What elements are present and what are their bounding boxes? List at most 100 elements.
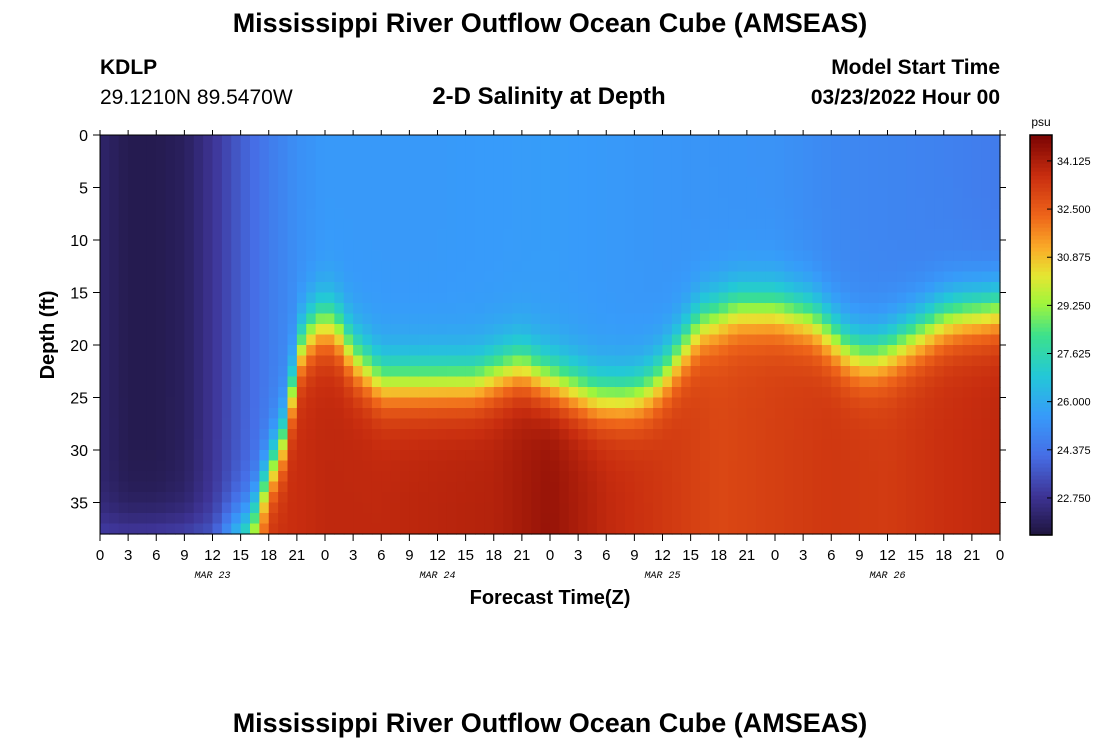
heatmap-cell <box>184 313 195 325</box>
heatmap-cell <box>259 324 270 336</box>
heatmap-cell <box>446 366 457 378</box>
heatmap-cell <box>175 450 185 462</box>
heatmap-cell <box>868 198 879 210</box>
heatmap-cell <box>118 460 129 472</box>
heatmap-cell <box>793 198 804 210</box>
heatmap-cell <box>156 355 167 367</box>
heatmap-cell <box>953 166 964 178</box>
heatmap-cell <box>175 292 185 304</box>
heatmap-cell <box>756 313 767 325</box>
heatmap-cell <box>775 408 785 420</box>
heatmap-cell <box>240 429 251 441</box>
heatmap-cell <box>484 355 495 367</box>
heatmap-cell <box>943 187 954 199</box>
heatmap-cell <box>306 345 317 357</box>
heatmap-cell <box>118 397 129 409</box>
heatmap-cell <box>503 313 514 325</box>
heatmap-cell <box>793 523 804 535</box>
heatmap-cell <box>634 492 645 504</box>
heatmap-cell <box>906 145 917 157</box>
heatmap-cell <box>512 166 523 178</box>
heatmap-cell <box>568 471 579 483</box>
heatmap-cell <box>606 313 617 325</box>
heatmap-cell <box>728 324 739 336</box>
heatmap-cell <box>793 439 804 451</box>
heatmap-cell <box>109 187 120 199</box>
heatmap-cell <box>718 261 729 273</box>
heatmap-cell <box>550 187 560 199</box>
heatmap-cell <box>934 345 945 357</box>
heatmap-cell <box>353 303 364 315</box>
heatmap-cell <box>606 334 617 346</box>
heatmap-cell <box>390 387 401 399</box>
heatmap-cell <box>709 271 720 283</box>
heatmap-cell <box>465 219 476 231</box>
heatmap-cell <box>175 460 185 472</box>
heatmap-cell <box>840 292 851 304</box>
heatmap-cell <box>221 156 232 168</box>
heatmap-cell <box>100 219 110 231</box>
colorbar-segment <box>1030 155 1052 160</box>
heatmap-cell <box>315 334 326 346</box>
heatmap-cell <box>128 229 139 241</box>
heatmap-cell <box>212 450 223 462</box>
heatmap-cell <box>840 145 851 157</box>
heatmap-cell <box>653 450 664 462</box>
heatmap-cell <box>550 408 560 420</box>
heatmap-cell <box>175 492 185 504</box>
heatmap-cell <box>418 208 429 220</box>
heatmap-cell <box>278 313 289 325</box>
heatmap-cell <box>643 313 654 325</box>
heatmap-cell <box>315 135 326 147</box>
heatmap-cell <box>850 418 860 430</box>
heatmap-cell <box>953 208 964 220</box>
heatmap-cell <box>643 492 654 504</box>
heatmap-cell <box>221 219 232 231</box>
heatmap-cell <box>953 355 964 367</box>
colorbar-segment <box>1030 219 1052 224</box>
heatmap-cell <box>343 219 354 231</box>
heatmap-cell <box>531 166 542 178</box>
heatmap-cell <box>540 219 551 231</box>
heatmap-cell <box>128 502 139 514</box>
heatmap-cell <box>831 502 842 514</box>
heatmap-cell <box>306 187 317 199</box>
heatmap-cell <box>184 208 195 220</box>
heatmap-cell <box>784 429 795 441</box>
heatmap-cell <box>896 523 907 535</box>
heatmap-cell <box>606 261 617 273</box>
heatmap-cell <box>671 187 682 199</box>
heatmap-cell <box>709 418 720 430</box>
heatmap-cell <box>353 471 364 483</box>
heatmap-cell <box>446 481 457 493</box>
heatmap-cell <box>100 450 110 462</box>
heatmap-cell <box>925 250 935 262</box>
heatmap-cell <box>306 334 317 346</box>
heatmap-cell <box>671 366 682 378</box>
heatmap-cell <box>512 208 523 220</box>
heatmap-cell <box>287 345 298 357</box>
heatmap-cell <box>671 355 682 367</box>
heatmap-cell <box>878 513 889 525</box>
heatmap-cell <box>400 513 410 525</box>
heatmap-cell <box>493 166 504 178</box>
heatmap-cell <box>315 387 326 399</box>
heatmap-cell <box>259 492 270 504</box>
heatmap-cell <box>184 471 195 483</box>
colorbar-segment <box>1030 503 1052 508</box>
x-axis: 0 3 6 9 12 15 18 21 0 3 6 9 12 15 18 21 0 3 6 9 12 15 18 21 0 3 6 9… <box>96 130 1004 582</box>
colorbar-segment <box>1030 203 1052 208</box>
heatmap-cell <box>587 229 598 241</box>
heatmap-cell <box>296 282 307 294</box>
heatmap-cell <box>240 397 251 409</box>
heatmap-cell <box>690 523 701 535</box>
heatmap-cell <box>184 240 195 252</box>
heatmap-cell <box>137 271 148 283</box>
heatmap-cell <box>737 145 748 157</box>
heatmap-cell <box>878 334 889 346</box>
heatmap-cell <box>962 219 973 231</box>
heatmap-cell <box>943 156 954 168</box>
heatmap-cell <box>831 250 842 262</box>
heatmap-cell <box>981 366 992 378</box>
heatmap-cell <box>268 324 279 336</box>
